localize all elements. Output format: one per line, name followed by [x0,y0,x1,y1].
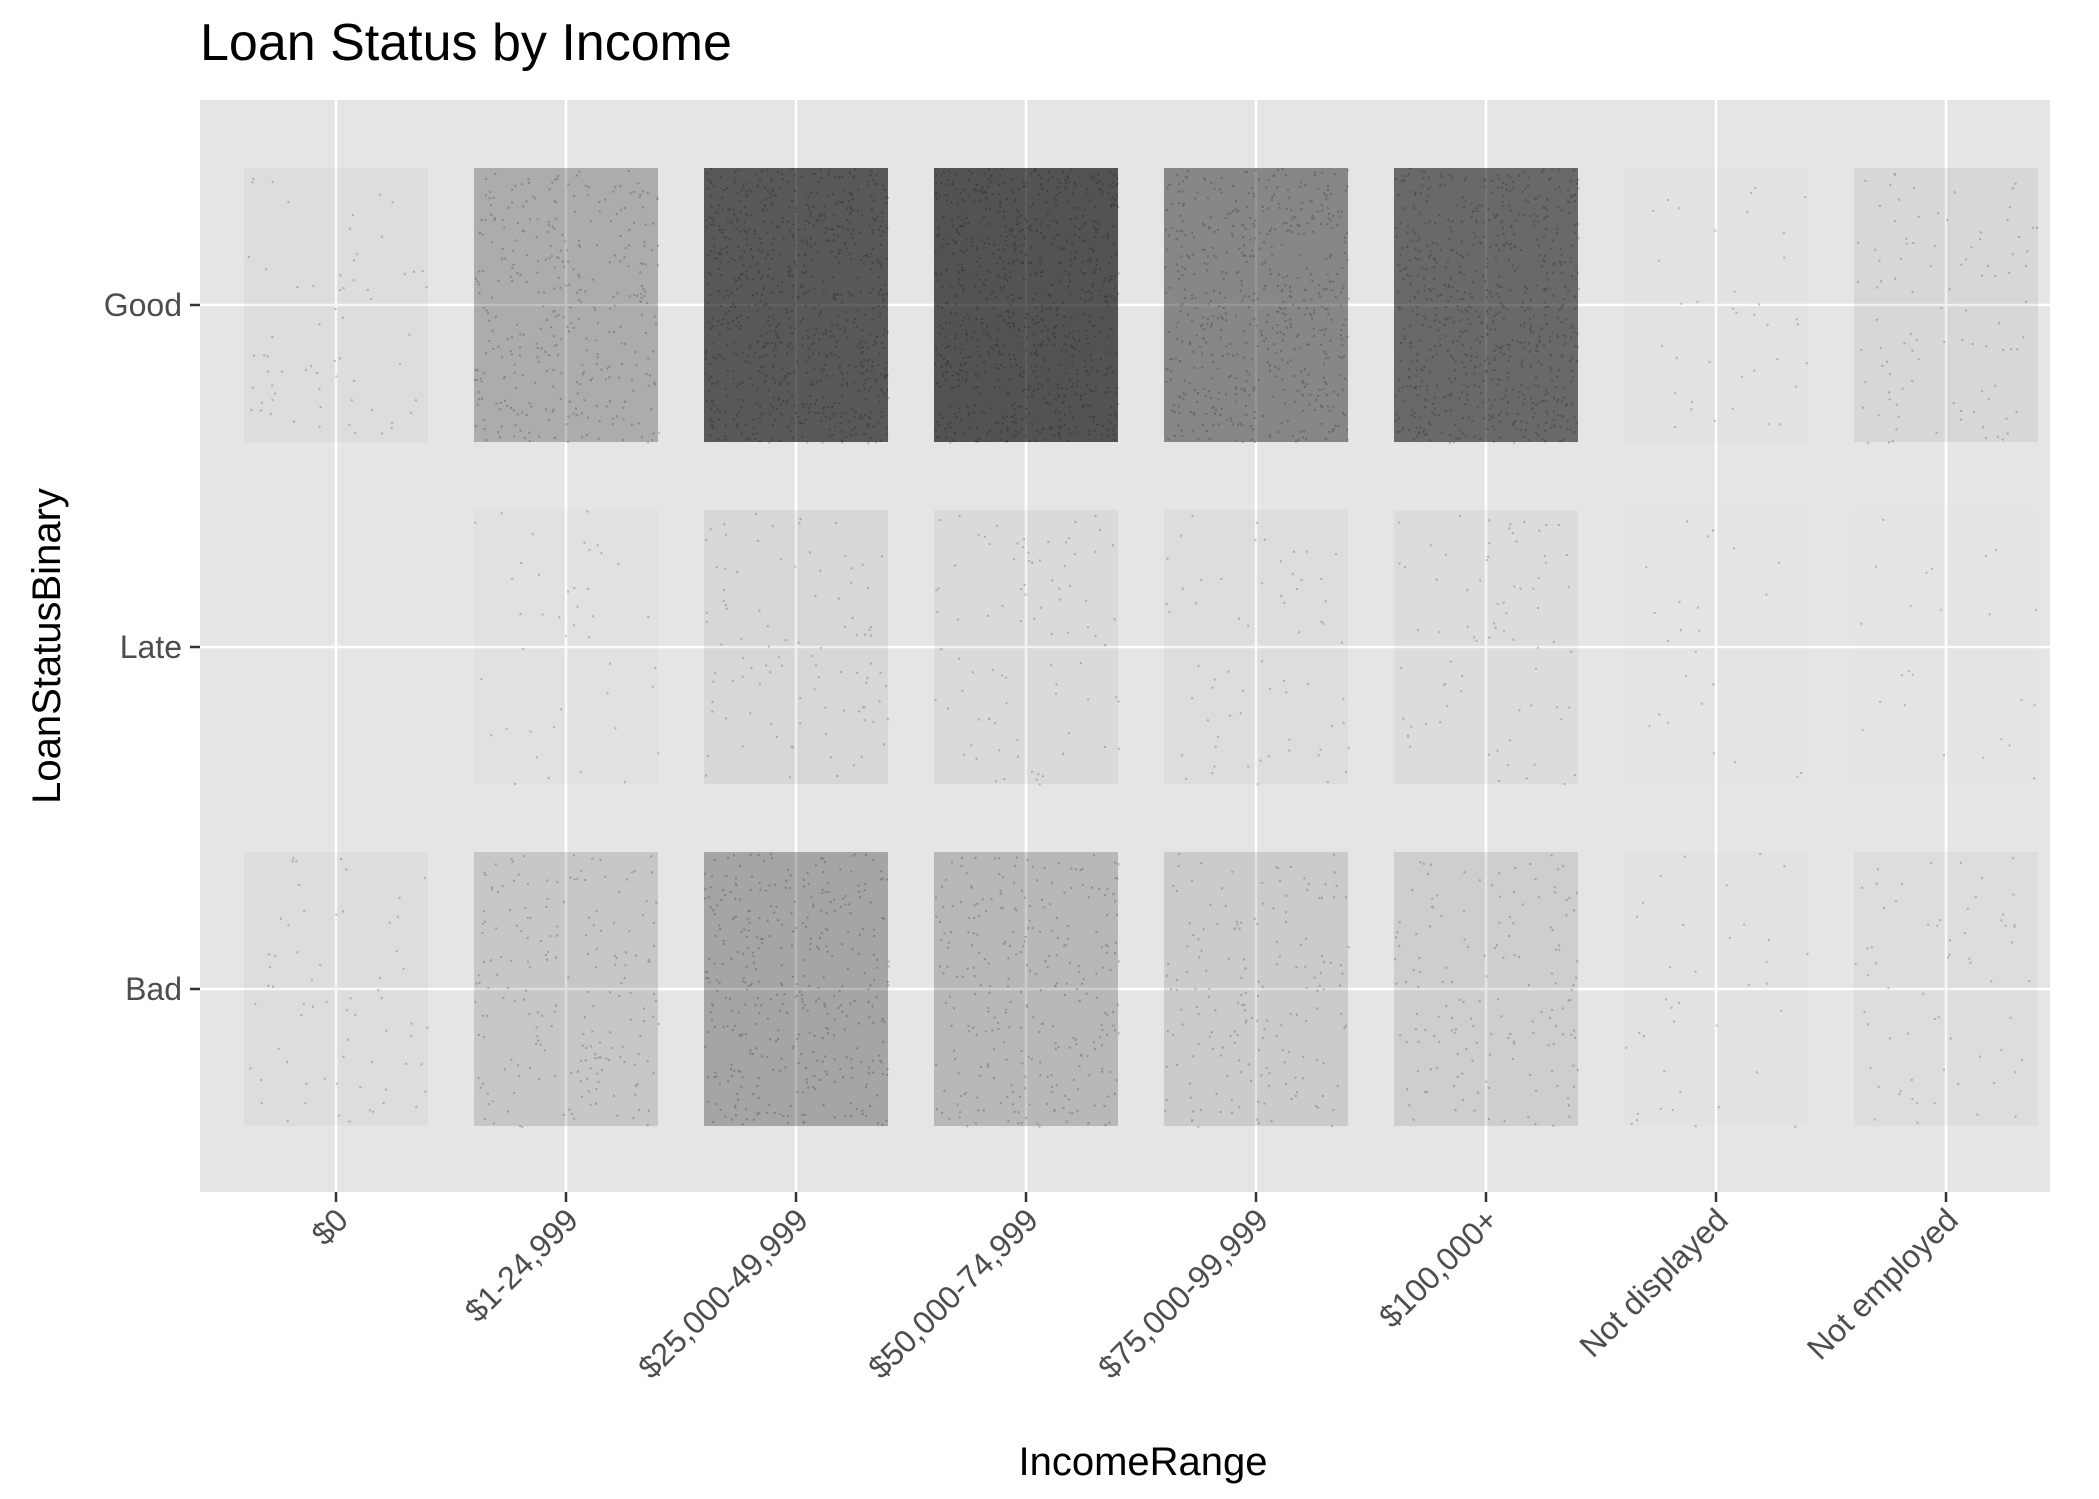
cell-not-employed-bad [1854,852,2038,1126]
density-cells [244,168,2038,1128]
cell-not-employed-good [1854,168,2038,444]
cell-50-000-74-999-good [934,168,1120,444]
density-fill [1164,168,1348,442]
density-fill [1164,852,1348,1126]
y-axis: Good Late Bad [104,287,200,1007]
x-tick-label-50-000-74-999: $50,000-74,999 [861,1201,1045,1385]
cell-50-000-74-999-late [934,510,1120,786]
x-tick-label-25-000-49-999: $25,000-49,999 [631,1201,815,1385]
cell-0-good [244,168,428,442]
cell-100-000-bad [1394,852,1579,1127]
cell-50-000-74-999-bad [934,852,1120,1128]
cell-75-000-99-999-good [1164,168,1350,444]
density-fill [934,852,1118,1126]
x-tick-label-1-24-999: $1-24,999 [458,1201,585,1328]
jitter-points [704,168,890,445]
density-fill [474,168,658,442]
cell-not-employed-late [1854,510,2038,784]
cell-1-24-999-good [474,168,660,444]
cell-1-24-999-late [474,510,660,785]
jitter-points [474,170,660,444]
x-axis: $0 $1-24,999 $25,000-49,999 $50,000-74,999 $… [304,1192,1965,1385]
cell-100-000-late [1394,510,1578,786]
x-tick-label-not-employed: Not employed [1800,1201,1965,1366]
y-tick-label-good: Good [104,287,182,323]
density-fill [704,168,888,442]
cell-100-000-good [1394,168,1580,444]
density-fill [1394,852,1578,1126]
cell-75-000-99-999-bad [1164,852,1350,1128]
x-tick-label-100-000: $100,000+ [1372,1201,1505,1334]
cell-not-displayed-bad [1624,852,1809,1128]
density-fill [934,168,1118,442]
cell-0-bad [244,852,429,1126]
density-fill [1164,510,1348,784]
cell-25-000-49-999-late [704,510,889,784]
density-fill [244,168,428,442]
density-fill [934,510,1118,784]
y-tick-label-late: Late [120,629,182,665]
y-axis-title: LoanStatusBinary [25,488,69,804]
jitter-points [474,854,660,1128]
cell-75-000-99-999-late [1164,510,1350,786]
density-fill [474,852,658,1126]
density-fill [1624,852,1808,1126]
density-fill [1394,168,1578,442]
density-fill [1854,168,2038,442]
density-fill [1854,510,2038,784]
density-fill [704,510,888,784]
x-tick-label-75-000-99-999: $75,000-99,999 [1091,1201,1275,1385]
density-fill [1624,168,1808,442]
cell-25-000-49-999-good [704,168,890,445]
density-fill [244,852,428,1126]
density-fill [1394,510,1578,784]
x-tick-label-not-displayed: Not displayed [1572,1201,1735,1364]
density-fill [1854,852,2038,1126]
cell-not-displayed-late [1624,510,1808,784]
x-tick-label-0: $0 [304,1201,355,1252]
x-axis-title: IncomeRange [1018,1440,1267,1484]
cell-1-24-999-bad [474,852,660,1128]
chart-title: Loan Status by Income [200,14,732,72]
y-tick-label-bad: Bad [125,971,182,1007]
density-fill [704,852,888,1126]
density-fill [1624,510,1808,784]
jitter-points [1394,168,1580,444]
cell-not-displayed-good [1624,168,1808,442]
density-fill [474,510,658,784]
cell-25-000-49-999-bad [704,852,890,1127]
